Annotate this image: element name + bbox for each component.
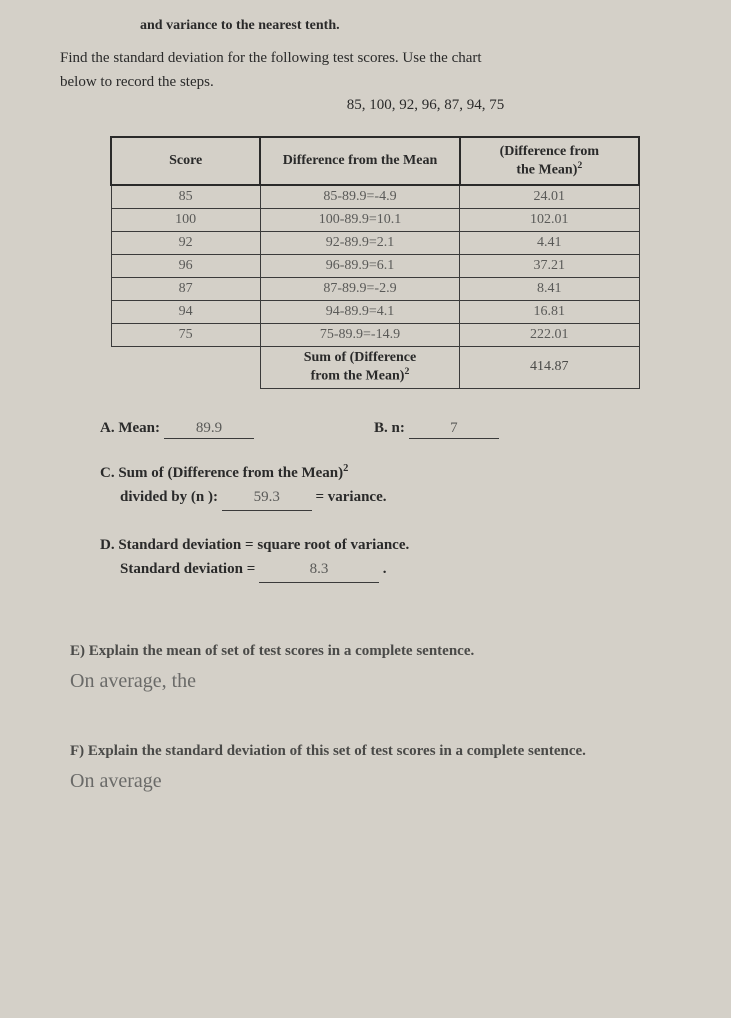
col-diff-header: Difference from the Mean [260,137,459,186]
cell-sq: 222.01 [460,324,639,347]
problem-line-2: below to record the steps. [60,72,691,92]
parts-a-b-row: A. Mean: 89.9 B. n: 7 [100,419,691,439]
cell-sq: 4.41 [460,232,639,255]
part-d-line1: D. Standard deviation = square root of v… [100,537,409,553]
part-e-answer: On average, the [70,670,691,693]
cell-score: 75 [111,324,260,347]
cell-diff: 100-89.9=10.1 [260,209,459,232]
cell-diff: 87-89.9=-2.9 [260,278,459,301]
part-d-line2a: Standard deviation = [120,561,255,577]
cell-score: 96 [111,255,260,278]
cell-score: 100 [111,209,260,232]
cell-sq: 16.81 [460,301,639,324]
part-f-prompt: F) Explain the standard deviation of thi… [70,743,691,760]
cell-diff: 94-89.9=4.1 [260,301,459,324]
table-row: 87 87-89.9=-2.9 8.41 [111,278,639,301]
cell-diff: 92-89.9=2.1 [260,232,459,255]
sum-label: Sum of (Difference from the Mean)2 [260,347,459,389]
problem-line-1: Find the standard deviation for the foll… [60,48,691,68]
table-sum-row: Sum of (Difference from the Mean)2 414.8… [111,347,639,389]
sum-value: 414.87 [460,347,639,389]
table-header-row: Score Difference from the Mean (Differen… [111,137,639,186]
cell-score: 92 [111,232,260,255]
part-d-value: 8.3 [259,557,379,583]
part-d: D. Standard deviation = square root of v… [100,533,691,583]
part-f-answer: On average [70,770,691,793]
cell-sq: 37.21 [460,255,639,278]
part-c-line1: C. Sum of (Difference from the Mean)2 [100,465,348,481]
cell-diff: 96-89.9=6.1 [260,255,459,278]
cell-diff: 75-89.9=-14.9 [260,324,459,347]
table-row: 75 75-89.9=-14.9 222.01 [111,324,639,347]
table-row: 92 92-89.9=2.1 4.41 [111,232,639,255]
part-b: B. n: 7 [374,419,499,439]
part-a-label: A. Mean: [100,420,160,436]
part-e-prompt: E) Explain the mean of set of test score… [70,643,691,660]
cell-score: 85 [111,185,260,209]
cell-score: 94 [111,301,260,324]
col-sq-header: (Difference from the Mean)2 [460,137,639,186]
cell-sq: 8.41 [460,278,639,301]
part-c: C. Sum of (Difference from the Mean)2 di… [100,461,691,511]
table-row: 85 85-89.9=-4.9 24.01 [111,185,639,209]
table-row: 100 100-89.9=10.1 102.01 [111,209,639,232]
part-a: A. Mean: 89.9 [100,419,254,439]
part-c-value: 59.3 [222,485,312,511]
part-a-value: 89.9 [164,420,254,439]
instruction-top: and variance to the nearest tenth. [140,18,691,34]
stats-table: Score Difference from the Mean (Differen… [110,136,640,389]
col-score-header: Score [111,137,260,186]
cell-sq: 24.01 [460,185,639,209]
part-b-label: B. n: [374,420,405,436]
table-row: 96 96-89.9=6.1 37.21 [111,255,639,278]
data-numbers: 85, 100, 92, 96, 87, 94, 75 [160,97,691,114]
part-c-line2b: = variance. [315,489,386,505]
part-b-value: 7 [409,420,499,439]
cell-sq: 102.01 [460,209,639,232]
part-c-line2a: divided by (n ): [120,489,218,505]
part-d-line2b: . [383,561,387,577]
table-row: 94 94-89.9=4.1 16.81 [111,301,639,324]
cell-score: 87 [111,278,260,301]
cell-diff: 85-89.9=-4.9 [260,185,459,209]
